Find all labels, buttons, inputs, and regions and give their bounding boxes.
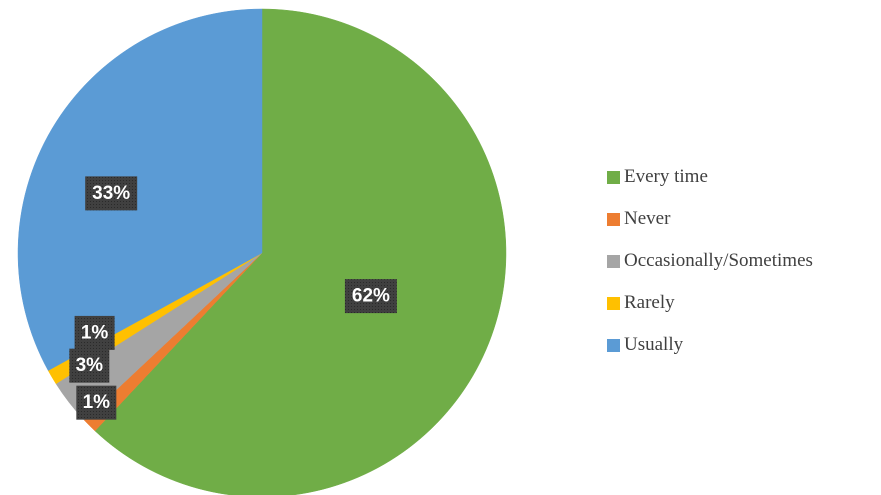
data-label-box <box>74 315 115 350</box>
legend-label: Never <box>624 208 671 229</box>
data-label-text: 1% <box>83 392 111 413</box>
legend-item-every-time: Every time <box>607 156 813 198</box>
pie-slice-usually <box>17 8 263 371</box>
data-label-box <box>76 385 117 420</box>
data-label-text: 1% <box>81 322 109 343</box>
legend-label: Usually <box>624 334 684 355</box>
legend-swatch <box>607 296 620 310</box>
data-label: 62% <box>344 279 397 314</box>
pie-slice-every-time <box>94 8 507 495</box>
data-label-text: 62% <box>352 286 390 307</box>
data-label-text: 33% <box>92 183 130 204</box>
legend-label: Occasionally/Sometimes <box>624 250 813 271</box>
legend-label: Rarely <box>624 292 675 313</box>
legend-swatch <box>607 338 620 352</box>
pie-data-labels: 62% 1% 3% 1% 33% <box>69 176 397 420</box>
data-label-box <box>85 176 138 211</box>
legend-swatch <box>607 212 620 226</box>
data-label-box <box>344 279 397 314</box>
legend-swatch <box>607 170 620 184</box>
legend-item-usually: Usually <box>607 324 813 366</box>
legend-item-rarely: Rarely <box>607 282 813 324</box>
data-label-box <box>69 348 110 383</box>
chart-legend: Every time Never Occasionally/Sometimes … <box>607 156 813 366</box>
legend-item-occasionally-sometimes: Occasionally/Sometimes <box>607 240 813 282</box>
pie-slices <box>17 8 507 495</box>
data-label-text: 3% <box>76 355 104 376</box>
data-label: 3% <box>69 348 110 383</box>
legend-swatch <box>607 254 620 268</box>
data-label: 33% <box>85 176 138 211</box>
data-label: 1% <box>74 315 115 350</box>
data-label: 1% <box>76 385 117 420</box>
legend-item-never: Never <box>607 198 813 240</box>
legend-label: Every time <box>624 166 708 187</box>
